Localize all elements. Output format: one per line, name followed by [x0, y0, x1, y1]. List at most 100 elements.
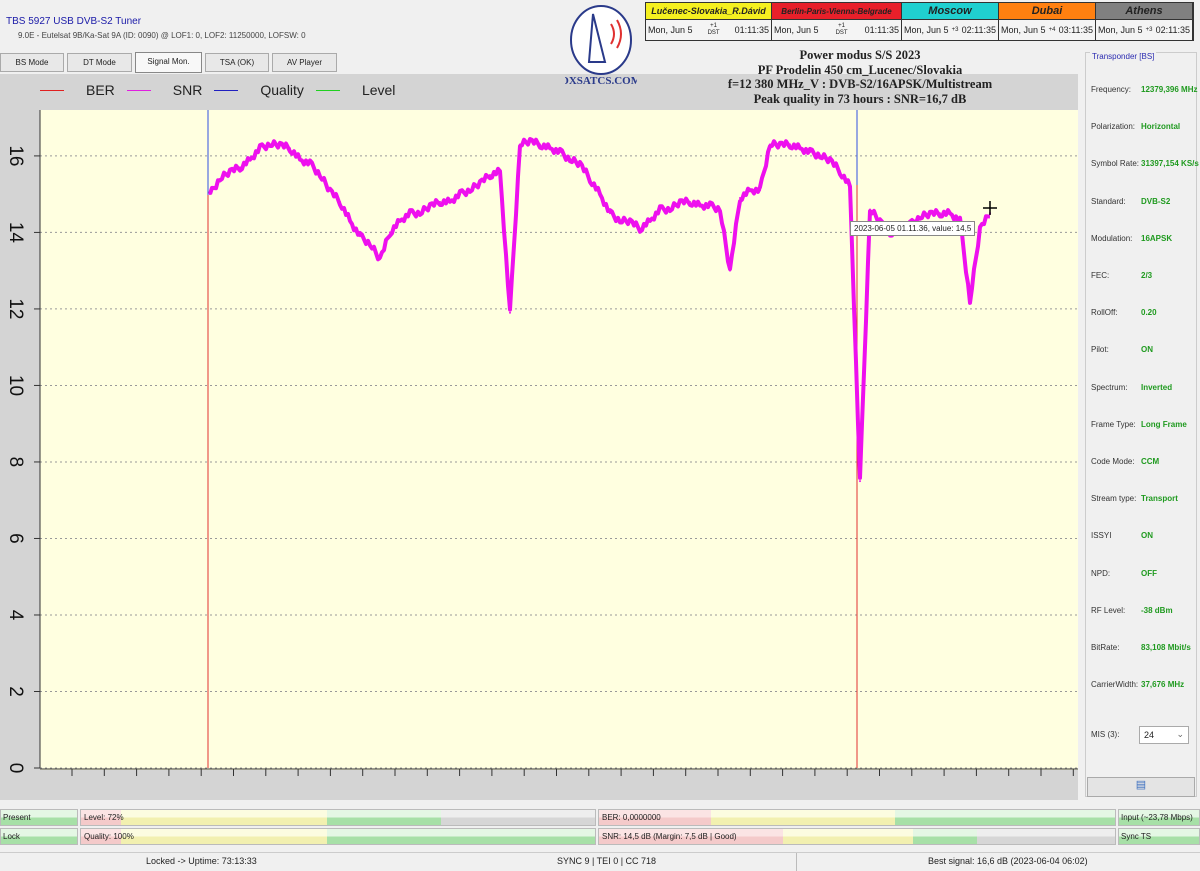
clock-date: Mon, Jun 5 — [774, 25, 819, 35]
row-label: ISSYI — [1091, 531, 1112, 541]
row-value: DVB-S2 — [1141, 196, 1171, 206]
title-line: PF Prodelin 450 cm_Lucenec/Slovakia — [757, 62, 963, 77]
row-value: 12379,396 MHz — [1141, 85, 1198, 94]
svg-text:DXSATCS.COM: DXSATCS.COM — [565, 75, 637, 87]
snr-point — [629, 219, 631, 222]
quality-text: Quality: 100% — [84, 832, 134, 841]
row-value: Transport — [1141, 494, 1178, 504]
snr-point — [689, 200, 691, 203]
status-bar: Locked -> Uptime: 73:13:33 SYNC 9 | TEI … — [0, 852, 1200, 871]
y-tick-label: 0 — [5, 763, 26, 774]
transponder-panel: Transponder [BS] Frequency: 12379,396 MHz… — [1085, 52, 1199, 797]
ber-meter: BER: 0,0000000 — [598, 809, 1116, 826]
clock-3: Dubai Mon, Jun 5 +4 03:11:35 — [999, 3, 1096, 40]
tab-tsa[interactable]: TSA (OK) — [205, 53, 269, 72]
snr-point — [739, 196, 741, 199]
crosshair-cursor-icon — [983, 201, 997, 215]
snr-point — [389, 231, 391, 234]
mis-select[interactable]: 24 ⌄ — [1139, 726, 1189, 744]
y-tick-label: 12 — [5, 298, 26, 319]
y-tick-label: 8 — [5, 457, 26, 468]
snr-point — [789, 143, 791, 146]
transponder-row: Modulation: 16APSK — [1091, 234, 1196, 243]
snr-point — [919, 216, 921, 219]
transponder-row: NPD: OFF — [1091, 569, 1196, 578]
clock-4: Athens Mon, Jun 5 +3 02:11:35 — [1096, 3, 1193, 40]
transponder-row: FEC: 2/3 — [1091, 271, 1196, 280]
row-value: OFF — [1141, 568, 1157, 578]
clock-city: Berlin-Paris-Vienna-Belgrade — [772, 3, 901, 20]
best-signal-status: Best signal: 16,6 dB (2023-06-04 06:02) — [928, 856, 1088, 866]
transponder-row: Polarization: Horizontal — [1091, 122, 1196, 131]
snr-point — [209, 193, 211, 196]
snr-point — [429, 204, 431, 207]
sync-status: SYNC 9 | TEI 0 | CC 718 — [557, 856, 657, 866]
legend-label: SNR — [172, 82, 203, 98]
clock-dst: DST — [835, 30, 848, 36]
snr-point — [839, 170, 841, 173]
snr-point — [749, 189, 751, 192]
clock-2: Moscow Mon, Jun 5 +3 02:11:35 — [902, 3, 999, 40]
transponder-row: RF Level: -38 dBm — [1091, 606, 1196, 615]
clock-time: 02:11:35 — [1155, 25, 1190, 35]
tab-dt-mode[interactable]: DT Mode — [67, 53, 132, 72]
snr-point — [829, 158, 831, 161]
row-value: 31397,154 KS/s — [1141, 159, 1199, 169]
row-label: Symbol Rate: — [1091, 159, 1140, 169]
transponder-row: RollOff: 0.20 — [1091, 308, 1196, 317]
mis-label: MIS (3): — [1091, 730, 1120, 739]
clock-date: Mon, Jun 5 — [1098, 25, 1143, 35]
row-value: 0.20 — [1141, 308, 1157, 318]
panel-menu-button[interactable]: ▤ — [1087, 777, 1195, 797]
title-line: Power modus S/S 2023 — [799, 48, 921, 62]
row-value: 83,108 Mbit/s — [1141, 643, 1191, 652]
snr-point — [819, 154, 821, 157]
y-tick-label: 14 — [5, 222, 26, 244]
level-meter: Level: 72% — [80, 809, 596, 826]
snr-point — [399, 219, 401, 222]
transponder-row: Stream type: Transport — [1091, 494, 1196, 503]
row-value: 2/3 — [1141, 271, 1153, 280]
level-text: Level: 72% — [84, 813, 124, 822]
transponder-title: Transponder [BS] — [1090, 52, 1157, 61]
snr-point — [319, 174, 321, 177]
tab-av-player[interactable]: AV Player — [272, 53, 337, 72]
mis-value: 24 — [1144, 730, 1155, 740]
legend-ber: BER — [40, 82, 115, 98]
snr-point — [589, 177, 591, 180]
clock-date: Mon, Jun 5 — [1001, 25, 1046, 35]
plot-area — [40, 110, 1078, 770]
transponder-row: Frequency: 12379,396 MHz — [1091, 85, 1198, 94]
tab-bs-mode[interactable]: BS Mode — [0, 53, 64, 72]
snr-point — [479, 181, 481, 184]
snr-point — [679, 200, 681, 203]
chart-legend: BER SNR Quality Level — [40, 82, 407, 98]
clock-time-row: Mon, Jun 5 +3 02:11:35 — [1096, 20, 1192, 40]
snr-point — [669, 208, 671, 211]
snr-point — [729, 269, 731, 272]
clock-city: Athens — [1096, 3, 1192, 20]
world-clocks: Lučenec-Slovakia_R.Dávid Mon, Jun 5 +1 DS… — [645, 2, 1194, 41]
row-label: Frame Type: — [1091, 419, 1136, 429]
snr-point — [269, 143, 271, 146]
tab-signal-mon[interactable]: Signal Mon. — [135, 52, 202, 73]
transponder-row: Pilot: ON — [1091, 345, 1196, 354]
snr-point — [499, 170, 501, 173]
snr-point — [579, 162, 581, 165]
snr-point — [369, 242, 371, 245]
legend-level: Level — [315, 82, 395, 98]
clock-time-row: Mon, Jun 5 +3 02:11:35 — [902, 20, 998, 40]
snr-point — [859, 480, 861, 483]
clock-city: Moscow — [902, 3, 998, 20]
clock-offset: +3 — [1145, 26, 1153, 33]
row-label: FEC: — [1091, 271, 1110, 280]
snr-chart: 0 2 4 6 8 10 12 14 16 — [5, 110, 1078, 776]
snr-point — [659, 208, 661, 211]
row-value: -38 dBm — [1141, 605, 1173, 615]
snr-point — [279, 143, 281, 146]
row-value: Inverted — [1141, 382, 1173, 392]
snr-point — [329, 189, 331, 192]
clock-city: Dubai — [999, 3, 1095, 20]
row-label: Spectrum: — [1091, 382, 1128, 392]
snr-point — [339, 200, 341, 203]
